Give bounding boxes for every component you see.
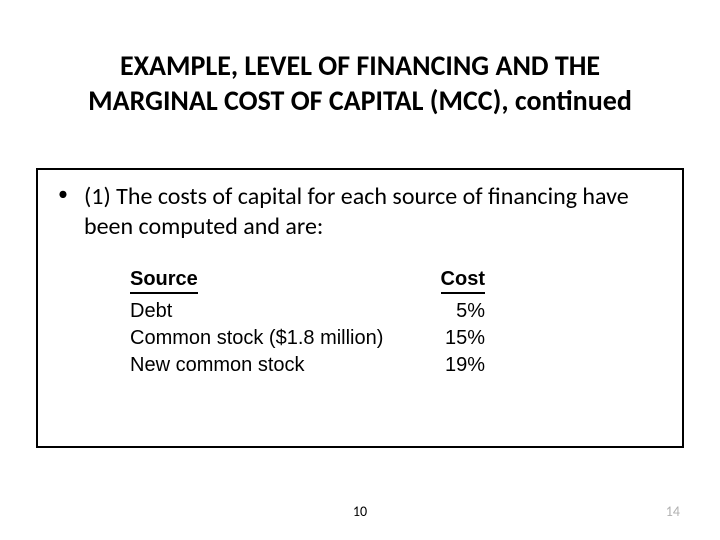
- bullet-marker: •: [58, 182, 84, 207]
- page-number-center: 10: [0, 503, 720, 520]
- cell-cost: 19%: [425, 352, 485, 379]
- col-header-source: Source: [130, 268, 425, 298]
- page-number-right: 14: [666, 503, 680, 520]
- table-header-row: Source Cost: [130, 268, 485, 298]
- slide: EXAMPLE, LEVEL OF FINANCING AND THE MARG…: [0, 0, 720, 540]
- cost-table-wrap: Source Cost Debt 5% Common stock ($1.8 m…: [130, 268, 662, 379]
- bullet-item: • (1) The costs of capital for each sour…: [58, 182, 662, 242]
- col-header-cost: Cost: [425, 268, 485, 298]
- col-header-source-label: Source: [130, 268, 198, 294]
- slide-title: EXAMPLE, LEVEL OF FINANCING AND THE MARG…: [80, 48, 640, 118]
- bullet-text: (1) The costs of capital for each source…: [84, 182, 662, 242]
- table-row: Common stock ($1.8 million) 15%: [130, 325, 485, 352]
- content-box: • (1) The costs of capital for each sour…: [36, 168, 684, 448]
- col-header-cost-label: Cost: [441, 268, 485, 294]
- table-row: New common stock 19%: [130, 352, 485, 379]
- cell-source: Common stock ($1.8 million): [130, 325, 425, 352]
- cell-cost: 5%: [425, 298, 485, 325]
- cell-source: New common stock: [130, 352, 425, 379]
- cell-source: Debt: [130, 298, 425, 325]
- cost-table: Source Cost Debt 5% Common stock ($1.8 m…: [130, 268, 485, 379]
- table-row: Debt 5%: [130, 298, 485, 325]
- cell-cost: 15%: [425, 325, 485, 352]
